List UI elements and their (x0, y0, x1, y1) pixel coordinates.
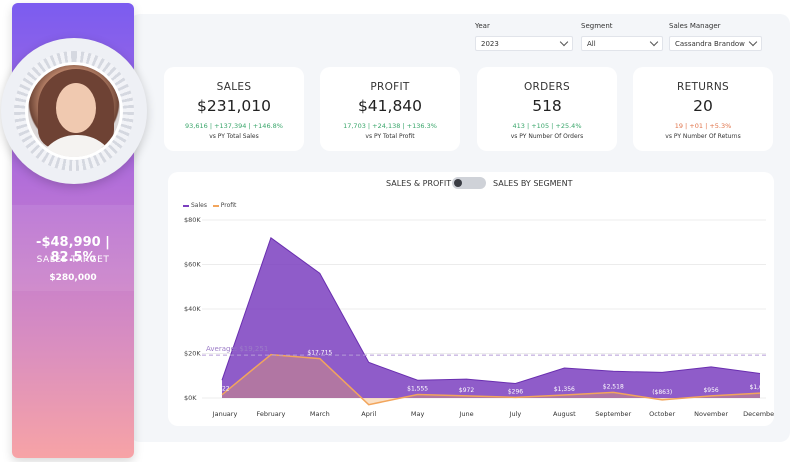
x-tick-label: April (361, 410, 376, 418)
chevron-down-icon (748, 37, 758, 47)
kpi-subtitle: vs PY Total Sales (209, 133, 259, 140)
chevron-down-icon (559, 37, 569, 47)
view-toggle-switch[interactable] (452, 177, 486, 189)
year-filter: Year 2023 (475, 22, 573, 51)
kpi-card-orders[interactable]: ORDERS 518 413 | +105 | +25.4% vs PY Num… (477, 67, 617, 151)
x-tick-label: November (694, 410, 728, 418)
chart-series (221, 236, 761, 406)
y-tick-label: $40K (184, 305, 201, 313)
average-line: Average: $19,251 (202, 345, 766, 356)
sales-profit-chart: $0K $20K $40K $60K $80K Average: $19,251 $32… (184, 216, 774, 418)
profit-data-label: $1,600 (750, 384, 771, 391)
profit-data-label: $1,555 (407, 386, 428, 393)
x-tick-label: December (743, 410, 774, 418)
sales-manager-dropdown-value: Cassandra Brandow (675, 40, 745, 48)
kpi-title: ORDERS (523, 81, 571, 93)
kpi-value: 20 (693, 97, 713, 115)
series-area-sales (222, 237, 760, 398)
kpi-card-returns[interactable]: RETURNS 20 19 | +01 | +5.3% vs PY Number… (633, 67, 773, 151)
profit-data-label: $2,518 (603, 383, 624, 390)
profit-data-label: ($863) (652, 389, 672, 396)
x-tick-label: July (509, 410, 522, 418)
y-tick-label: $80K (184, 216, 201, 224)
toggle-knob (454, 179, 462, 187)
kpi-card-profit[interactable]: PROFIT $41,840 17,703 | +24,138 | +136.3… (320, 67, 460, 151)
avatar-frame (1, 38, 147, 184)
x-tick-label: September (595, 410, 631, 418)
avatar (25, 62, 123, 160)
sales-manager-filter-label: Sales Manager (669, 22, 721, 30)
x-tick-label: March (310, 410, 330, 418)
kpi-subtitle: vs PY Number Of Orders (510, 133, 584, 140)
x-tick-label: June (458, 410, 473, 418)
kpi-delta: 17,703 | +24,138 | +136.3% (343, 122, 437, 130)
kpi-title: RETURNS (677, 81, 729, 93)
profit-data-label: $956 (703, 387, 718, 394)
x-tick-label: February (257, 410, 286, 418)
avatar-face (56, 83, 96, 133)
y-axis: $0K $20K $40K $60K $80K (184, 216, 201, 402)
sales-manager-filter: Sales Manager Cassandra Brandow (669, 22, 762, 51)
profit-data-label: $17,715 (307, 350, 332, 357)
avatar-body (36, 135, 118, 157)
sales-target-amount: $280,000 (49, 273, 97, 283)
x-tick-label: October (649, 410, 675, 418)
x-axis: January February March April May June July Augu… (212, 410, 774, 418)
toggle-label-sales-profit: SALES & PROFIT (386, 179, 452, 188)
legend-swatch (212, 204, 219, 207)
x-tick-label: January (212, 410, 238, 418)
data-labels: $322 $17,715 $1,555 $972 $296 $1,356 $2,518 ($8… (214, 350, 770, 396)
kpi-title: PROFIT (370, 81, 410, 93)
legend-label: Sales (191, 202, 207, 209)
legend-swatch (183, 204, 189, 207)
chevron-down-icon (649, 37, 659, 47)
segment-dropdown-value: All (587, 40, 596, 48)
toggle-label-sales-by-segment: SALES BY SEGMENT (493, 179, 573, 188)
kpi-subtitle: vs PY Number Of Returns (665, 133, 741, 140)
segment-dropdown[interactable]: All (581, 36, 663, 51)
year-dropdown-value: 2023 (481, 40, 499, 48)
kpi-value: $231,010 (197, 97, 271, 115)
profit-data-label: $322 (214, 386, 229, 393)
kpi-delta: 413 | +105 | +25.4% (512, 122, 582, 130)
kpi-title: SALES (216, 81, 252, 93)
x-tick-label: August (553, 410, 576, 418)
kpi-delta: 19 | +01 | +5.3% (674, 122, 732, 130)
year-dropdown[interactable]: 2023 (475, 36, 573, 51)
y-tick-label: $0K (184, 394, 197, 402)
sales-target-label: SALES TARGET (36, 255, 110, 265)
series-area-profit (222, 354, 760, 405)
series-line-sales (221, 236, 761, 385)
sales-target-gap: -$48,990 | 82.5% (36, 235, 110, 265)
kpi-delta: 93,616 | +137,394 | +146.8% (185, 122, 283, 130)
legend-label: Profit (220, 202, 237, 209)
sales-manager-dropdown[interactable]: Cassandra Brandow (669, 36, 762, 51)
year-filter-label: Year (475, 22, 490, 30)
profit-data-label: $1,356 (554, 386, 575, 393)
x-tick-label: May (411, 410, 425, 418)
y-tick-label: $20K (184, 350, 201, 358)
kpi-value: $41,840 (357, 97, 423, 115)
average-label: Average: $19,251 (206, 345, 268, 353)
profit-data-label: $296 (508, 388, 523, 395)
legend-item-sales[interactable]: Sales (183, 202, 207, 209)
chart-legend: Sales Profit (183, 202, 236, 209)
sales-target-band (12, 205, 134, 291)
legend-item-profit[interactable]: Profit (212, 202, 237, 209)
kpi-card-sales[interactable]: SALES $231,010 93,616 | +137,394 | +146.… (164, 67, 304, 151)
profit-data-label: $972 (459, 387, 474, 394)
segment-filter: Segment All (581, 22, 663, 51)
segment-filter-label: Segment (581, 22, 613, 30)
kpi-value: 518 (532, 97, 562, 115)
y-tick-label: $60K (184, 261, 201, 269)
series-line-profit (221, 353, 761, 406)
kpi-subtitle: vs PY Total Profit (365, 133, 415, 140)
